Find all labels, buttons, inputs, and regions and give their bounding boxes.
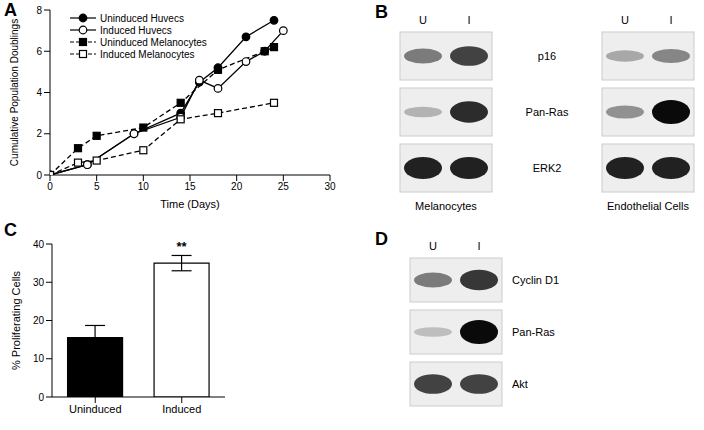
svg-text:Uninduced: Uninduced	[69, 403, 122, 415]
svg-text:ERK2: ERK2	[533, 162, 562, 174]
svg-text:20: 20	[33, 315, 45, 326]
html-text:A: A	[4, 0, 17, 20]
svg-text:Cumulative Population Doubling: Cumulative Population Doublings	[9, 19, 20, 166]
svg-text:25: 25	[278, 181, 290, 192]
svg-text:**: **	[177, 239, 188, 254]
html-text:Uninduced Huvecs: Uninduced Huvecs	[100, 12, 184, 24]
svg-text:2: 2	[36, 128, 42, 139]
svg-text:10: 10	[138, 181, 150, 192]
svg-text:I: I	[669, 14, 672, 26]
svg-text:0: 0	[36, 170, 42, 181]
svg-text:40: 40	[33, 239, 45, 250]
svg-text:% Proliferating Cells: % Proliferating Cells	[10, 270, 22, 370]
svg-text:B: B	[375, 2, 388, 22]
html-text:Uninduced Melanocytes: Uninduced Melanocytes	[100, 36, 207, 48]
svg-text:20: 20	[231, 181, 243, 192]
svg-text:U: U	[621, 14, 629, 26]
svg-text:Time (Days): Time (Days)	[160, 198, 219, 210]
svg-text:5: 5	[94, 181, 100, 192]
svg-text:0: 0	[47, 181, 53, 192]
svg-text:I: I	[477, 240, 480, 252]
svg-text:D: D	[375, 229, 388, 249]
svg-text:Pan-Ras: Pan-Ras	[526, 106, 569, 118]
svg-text:0: 0	[38, 392, 44, 403]
svg-text:Melanocytes: Melanocytes	[415, 200, 477, 212]
svg-text:8: 8	[36, 5, 42, 16]
svg-text:U: U	[419, 14, 427, 26]
svg-text:Endothelial Cells: Endothelial Cells	[607, 200, 689, 212]
svg-text:15: 15	[184, 181, 196, 192]
html-text:C: C	[4, 220, 17, 240]
svg-text:6: 6	[36, 46, 42, 57]
svg-text:10: 10	[33, 353, 45, 364]
svg-text:Pan-Ras: Pan-Ras	[512, 326, 555, 338]
svg-text:U: U	[429, 240, 437, 252]
svg-text:Induced: Induced	[162, 403, 201, 415]
svg-text:Akt: Akt	[512, 378, 528, 390]
svg-text:p16: p16	[538, 50, 556, 62]
html-text:Induced Huvecs: Induced Huvecs	[100, 24, 172, 36]
svg-text:4: 4	[36, 87, 42, 98]
html-text:Induced Melanocytes: Induced Melanocytes	[100, 48, 195, 60]
svg-text:30: 30	[33, 277, 45, 288]
svg-text:30: 30	[324, 181, 336, 192]
svg-text:I: I	[467, 14, 470, 26]
svg-text:Cyclin D1: Cyclin D1	[512, 274, 559, 286]
